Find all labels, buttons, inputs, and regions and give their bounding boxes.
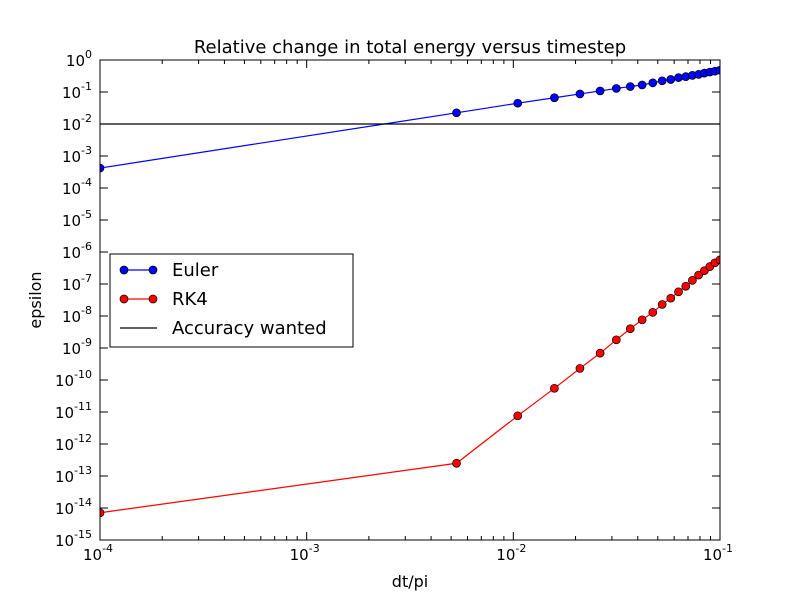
data-point	[611, 84, 621, 93]
data-point	[666, 75, 676, 84]
x-tick-label: 10-3	[290, 542, 320, 564]
data-point	[681, 281, 691, 291]
data-point	[100, 163, 105, 173]
y-tick-label: 10-7	[62, 272, 92, 294]
ticks-layer: 10-4 10-3 10-2 10-1 100 10-1 10-2 10-3 10-4 10-5 1…	[55, 48, 733, 564]
x-axis-label: dt/pi	[392, 572, 428, 591]
series-layer	[100, 65, 720, 518]
data-point	[452, 108, 461, 118]
data-point	[657, 76, 667, 86]
data-point	[694, 270, 703, 280]
data-point	[625, 324, 635, 334]
legend-label: Accuracy wanted	[172, 318, 327, 339]
data-point	[625, 82, 635, 91]
data-point	[648, 308, 658, 317]
data-point	[513, 98, 523, 108]
data-point	[595, 86, 605, 96]
legend-marker	[119, 294, 129, 304]
legend-marker	[148, 265, 158, 275]
y-tick-label: 10-10	[55, 368, 92, 390]
data-point	[637, 315, 647, 325]
data-point	[715, 255, 720, 265]
data-point	[674, 287, 683, 297]
y-tick-label: 10-13	[55, 464, 92, 486]
data-point	[688, 276, 697, 285]
series-euler	[100, 65, 720, 173]
x-tick-label: 10-4	[83, 542, 113, 564]
y-tick-label: 10-4	[62, 176, 92, 198]
y-tick-label: 10-8	[62, 304, 92, 326]
legend-label: RK4	[172, 289, 208, 310]
data-point	[637, 80, 647, 90]
legend-marker	[148, 294, 158, 304]
legend-marker	[119, 265, 129, 275]
legend-label: Euler	[172, 260, 219, 281]
data-point	[452, 458, 461, 468]
y-tick-label: 10-1	[62, 80, 92, 102]
y-tick-label: 10-12	[55, 432, 92, 454]
data-point	[550, 93, 559, 103]
legend-entry: RK4	[119, 289, 208, 310]
data-point	[550, 383, 559, 393]
data-point	[595, 348, 605, 358]
y-tick-label: 10-5	[62, 208, 92, 230]
y-tick-label: 10-2	[62, 112, 92, 134]
data-point	[611, 335, 621, 345]
data-point	[666, 293, 676, 303]
chart-title: Relative change in total energy versus t…	[194, 37, 626, 58]
legend: Euler RK4 Accuracy wanted	[109, 253, 354, 348]
y-tick-label: 10-11	[55, 400, 92, 422]
legend-entry: Accuracy wanted	[120, 318, 327, 339]
x-tick-label: 10-2	[496, 542, 526, 564]
plot-frame	[99, 59, 721, 541]
y-tick-label: 10-9	[62, 336, 92, 358]
data-point	[513, 411, 523, 421]
y-axis-label: epsilon	[26, 271, 45, 328]
data-point	[648, 78, 658, 88]
data-point	[575, 364, 585, 373]
data-point	[715, 65, 720, 75]
y-tick-label: 10-3	[62, 144, 92, 166]
legend-entry: Euler	[119, 260, 219, 281]
data-point	[100, 508, 105, 518]
data-point	[657, 300, 667, 309]
y-tick-label: 10-14	[55, 496, 92, 518]
y-tick-label: 10-15	[55, 528, 92, 550]
data-point	[674, 73, 683, 82]
series-rk4	[100, 255, 720, 518]
data-point	[575, 89, 585, 99]
x-tick-label: 10-1	[703, 542, 733, 564]
y-tick-label: 100	[66, 48, 92, 70]
y-tick-label: 10-6	[62, 240, 92, 262]
